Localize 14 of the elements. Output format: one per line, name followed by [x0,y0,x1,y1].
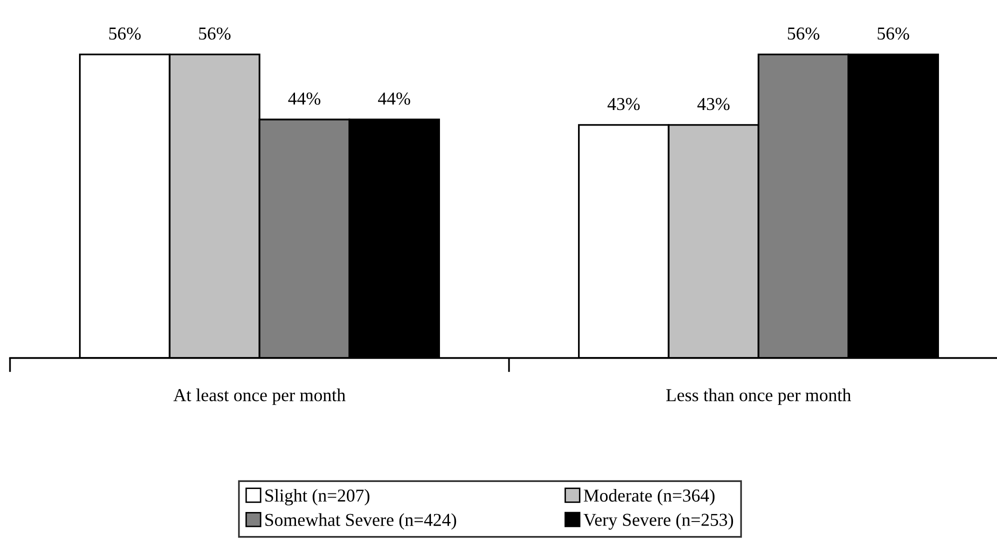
x-tick-label: Less than once per month [666,388,852,405]
legend-label: Slight (n=207) [265,488,370,506]
data-label: 56% [878,27,910,40]
data-label: 43% [608,98,640,110]
data-label: 43% [697,98,730,110]
legend-label: Somewhat Severe (n=424) [265,513,456,530]
data-label: 56% [199,27,231,40]
legend-label: Moderate (n=364) [584,488,715,506]
legend-label: Very Severe (n=253) [583,513,734,530]
data-label: 44% [378,92,410,105]
data-label: 56% [109,27,141,40]
data-label: 56% [788,27,820,40]
data-label: 44% [288,92,320,105]
x-tick-label: At least once per month [173,388,346,405]
